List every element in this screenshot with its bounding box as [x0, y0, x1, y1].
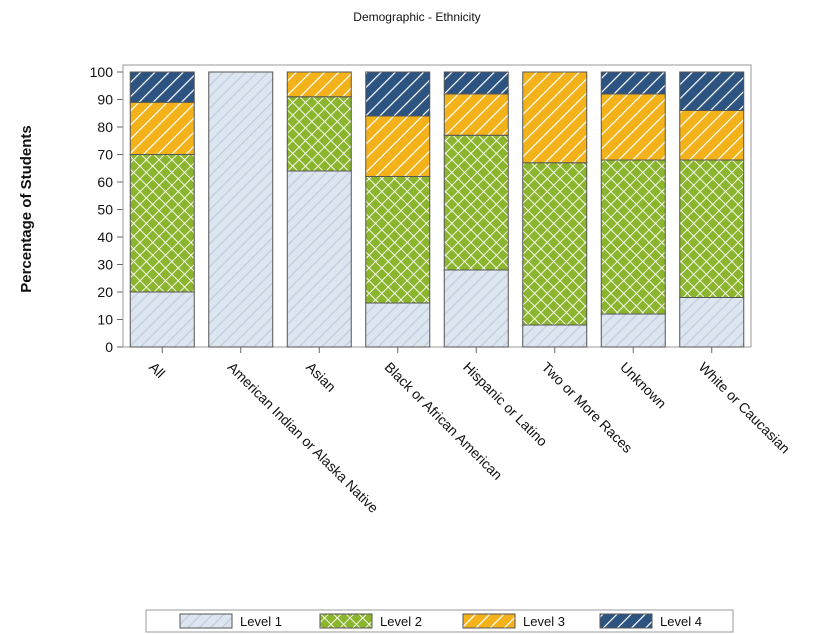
- y-tick-label: 60: [97, 174, 113, 190]
- bar-segment: [286, 170, 352, 348]
- bar-segment: [679, 110, 745, 161]
- y-tick-label: 30: [97, 257, 113, 273]
- bar-segment: [600, 159, 666, 315]
- x-tick-label: Asian: [303, 359, 339, 395]
- bar-segment: [365, 302, 431, 348]
- chart-title: Demographic - Ethnicity: [353, 10, 480, 24]
- y-tick-label: 10: [97, 312, 113, 328]
- bars: [129, 71, 745, 348]
- plot-frame: [122, 64, 752, 348]
- bar-segment: [129, 101, 195, 155]
- legend-label: Level 2: [380, 614, 422, 629]
- bar-segment: [129, 291, 195, 348]
- y-tick-label: 40: [97, 229, 113, 245]
- y-tick-label: 90: [97, 92, 113, 108]
- bar-segment: [443, 134, 509, 271]
- x-tick-label: All: [146, 359, 168, 381]
- bar-segment: [443, 269, 509, 348]
- y-tick-label: 70: [97, 147, 113, 163]
- bar-segment: [365, 176, 431, 304]
- bar-segment: [522, 71, 588, 164]
- bar-segment: [522, 324, 588, 348]
- bar-segment: [286, 96, 352, 172]
- legend-label: Level 4: [660, 614, 702, 629]
- y-tick-label: 80: [97, 119, 113, 135]
- bar-segment: [679, 159, 745, 298]
- legend: Level 1 Level 2 Level 3 Level 4: [145, 609, 734, 633]
- legend-swatch: [599, 613, 653, 629]
- y-tick-label: 50: [97, 202, 113, 218]
- legend-label: Level 3: [523, 614, 565, 629]
- bar-segment: [286, 71, 352, 98]
- x-tick-label: Unknown: [617, 359, 670, 412]
- y-tick-label: 20: [97, 284, 113, 300]
- y-axis-ticks: 0 10 20 30 40 50 60 70 80 90 100: [90, 64, 123, 355]
- bar-segment: [679, 71, 745, 111]
- bar-segment: [679, 297, 745, 348]
- bar-segment: [208, 71, 274, 348]
- bar-segment: [600, 313, 666, 348]
- bar-segment: [600, 93, 666, 161]
- x-tick-label: Hispanic or Latino: [460, 359, 551, 450]
- bar-segment: [600, 71, 666, 95]
- legend-label: Level 1: [240, 614, 282, 629]
- x-tick-label: American Indian or Alaska Native: [225, 359, 382, 516]
- bar-segment: [129, 71, 195, 103]
- bar-segment: [365, 71, 431, 117]
- bar-segment: [443, 71, 509, 95]
- bar-segment: [365, 115, 431, 177]
- legend-swatch: [319, 613, 373, 629]
- y-tick-label: 0: [105, 339, 113, 355]
- legend-swatch: [179, 613, 233, 629]
- x-tick-label: White or Caucasian: [696, 359, 794, 457]
- y-tick-label: 100: [90, 64, 114, 80]
- legend-swatch: [462, 613, 516, 629]
- bar-segment: [443, 93, 509, 136]
- bar-segment: [129, 154, 195, 293]
- y-axis-label: Percentage of Students: [18, 125, 35, 293]
- x-axis-labels: All American Indian or Alaska NativeAsian…: [146, 347, 793, 516]
- bar-segment: [522, 162, 588, 326]
- legend-frame: [145, 609, 734, 633]
